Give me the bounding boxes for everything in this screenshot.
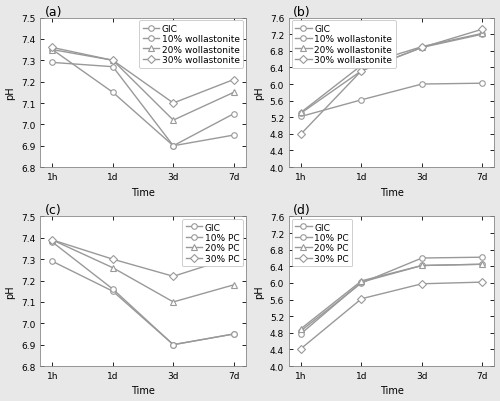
30% wollastonite xyxy=(50,46,56,51)
GIC xyxy=(358,281,364,286)
GIC xyxy=(50,259,56,264)
20% wollastonite xyxy=(50,48,56,53)
20% wollastonite xyxy=(170,118,176,123)
GIC xyxy=(230,133,236,138)
10% wollastonite xyxy=(358,69,364,74)
Line: GIC: GIC xyxy=(298,81,485,120)
20% PC xyxy=(358,279,364,284)
10% PC xyxy=(298,331,304,336)
20% PC xyxy=(298,326,304,331)
Line: 30% wollastonite: 30% wollastonite xyxy=(50,46,236,107)
Legend: GIC, 10% PC, 20% PC, 30% PC: GIC, 10% PC, 20% PC, 30% PC xyxy=(292,220,352,267)
30% PC xyxy=(358,297,364,302)
10% PC xyxy=(110,287,116,292)
30% wollastonite xyxy=(358,69,364,74)
30% PC xyxy=(110,257,116,262)
30% PC xyxy=(480,280,486,285)
Line: 10% wollastonite: 10% wollastonite xyxy=(50,48,236,149)
GIC xyxy=(170,144,176,149)
10% wollastonite xyxy=(110,91,116,95)
X-axis label: Time: Time xyxy=(131,385,155,395)
20% wollastonite xyxy=(298,111,304,115)
10% wollastonite xyxy=(298,111,304,116)
Y-axis label: pH: pH xyxy=(6,86,16,100)
GIC xyxy=(230,332,236,336)
GIC xyxy=(170,342,176,347)
X-axis label: Time: Time xyxy=(380,187,404,197)
X-axis label: Time: Time xyxy=(131,187,155,197)
Y-axis label: pH: pH xyxy=(6,285,16,298)
20% PC xyxy=(230,283,236,288)
X-axis label: Time: Time xyxy=(380,385,404,395)
Text: (a): (a) xyxy=(44,6,62,18)
10% wollastonite xyxy=(419,46,425,51)
Line: 10% PC: 10% PC xyxy=(298,262,485,336)
20% PC xyxy=(110,266,116,271)
Line: 30% wollastonite: 30% wollastonite xyxy=(298,27,485,137)
20% PC xyxy=(170,300,176,305)
Text: (b): (b) xyxy=(293,6,310,18)
20% wollastonite xyxy=(358,64,364,69)
20% PC xyxy=(419,263,425,268)
30% wollastonite xyxy=(419,46,425,51)
10% wollastonite xyxy=(480,32,486,37)
Text: (d): (d) xyxy=(293,204,311,217)
GIC xyxy=(110,289,116,294)
20% wollastonite xyxy=(480,32,486,36)
Text: (c): (c) xyxy=(44,204,61,217)
Line: GIC: GIC xyxy=(50,259,236,348)
Line: 30% PC: 30% PC xyxy=(50,238,236,279)
Line: 20% wollastonite: 20% wollastonite xyxy=(50,48,236,124)
10% PC xyxy=(480,262,486,267)
GIC xyxy=(358,98,364,103)
30% PC xyxy=(419,282,425,286)
GIC xyxy=(50,61,56,66)
30% PC xyxy=(50,238,56,243)
20% wollastonite xyxy=(110,59,116,63)
GIC xyxy=(480,255,486,260)
Line: 20% PC: 20% PC xyxy=(50,238,236,305)
GIC xyxy=(110,65,116,70)
20% PC xyxy=(50,238,56,243)
Line: 30% PC: 30% PC xyxy=(298,279,485,352)
Line: 20% wollastonite: 20% wollastonite xyxy=(298,32,485,116)
10% PC xyxy=(358,280,364,285)
20% wollastonite xyxy=(419,45,425,50)
GIC xyxy=(298,115,304,119)
10% PC xyxy=(170,342,176,347)
Y-axis label: pH: pH xyxy=(254,86,264,100)
GIC xyxy=(298,328,304,333)
Legend: GIC, 10% wollastonite, 20% wollastonite, 30% wollastonite: GIC, 10% wollastonite, 20% wollastonite,… xyxy=(292,21,396,69)
Line: GIC: GIC xyxy=(298,255,485,334)
10% wollastonite xyxy=(50,48,56,53)
GIC xyxy=(419,83,425,87)
Line: 10% PC: 10% PC xyxy=(50,240,236,348)
GIC xyxy=(419,256,425,261)
Line: 20% PC: 20% PC xyxy=(298,262,485,332)
30% wollastonite xyxy=(230,78,236,83)
30% wollastonite xyxy=(170,101,176,106)
30% PC xyxy=(170,274,176,279)
Legend: GIC, 10% wollastonite, 20% wollastonite, 30% wollastonite: GIC, 10% wollastonite, 20% wollastonite,… xyxy=(139,21,243,69)
Legend: GIC, 10% PC, 20% PC, 30% PC: GIC, 10% PC, 20% PC, 30% PC xyxy=(182,220,243,267)
30% wollastonite xyxy=(298,132,304,137)
GIC xyxy=(480,81,486,86)
10% PC xyxy=(419,263,425,268)
20% wollastonite xyxy=(230,91,236,95)
30% PC xyxy=(230,255,236,260)
Line: 10% wollastonite: 10% wollastonite xyxy=(298,32,485,117)
30% PC xyxy=(298,346,304,351)
10% wollastonite xyxy=(230,112,236,117)
10% wollastonite xyxy=(170,144,176,149)
10% PC xyxy=(50,240,56,245)
30% wollastonite xyxy=(480,28,486,32)
Y-axis label: pH: pH xyxy=(254,285,264,298)
Line: GIC: GIC xyxy=(50,61,236,149)
20% PC xyxy=(480,262,486,267)
30% wollastonite xyxy=(110,59,116,63)
10% PC xyxy=(230,332,236,336)
